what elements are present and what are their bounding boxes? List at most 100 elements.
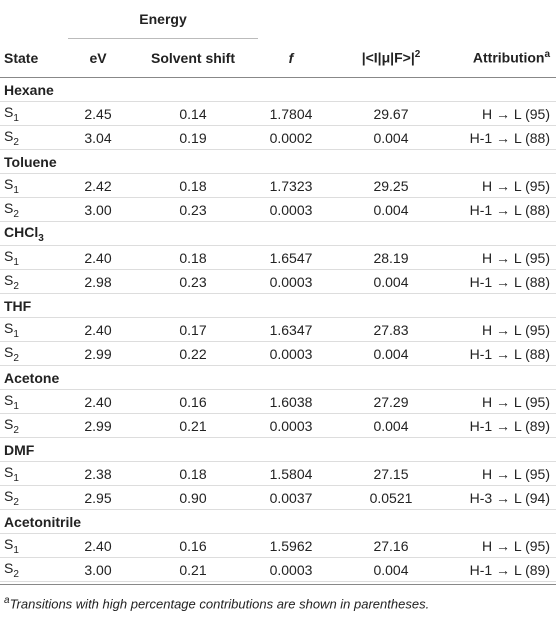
cell: 1.6038 xyxy=(258,389,324,414)
data-row: S1 2.40 0.18 1.6547 28.19 H → L (95) xyxy=(0,245,556,270)
data-row: S2 2.98 0.23 0.0003 0.004 H-1 → L (88) xyxy=(0,269,556,294)
state-sub: 2 xyxy=(13,136,19,148)
group-name-sub: 3 xyxy=(38,232,44,244)
state: S xyxy=(4,199,14,216)
cell: 3.00 xyxy=(68,557,128,582)
group-row: CHCl3 xyxy=(0,221,556,246)
footnote-text: Transitions with high percentage contrib… xyxy=(9,596,430,612)
column-header-text: |<I|μ|F>| xyxy=(361,50,415,67)
column-header-sup: a xyxy=(544,49,550,61)
cell: H-1 → L (88) xyxy=(458,341,556,366)
group-cell: Hexane xyxy=(0,77,556,102)
cell: 2.40 xyxy=(68,245,128,270)
column-header: Solvent shift xyxy=(128,38,258,78)
cell: 0.23 xyxy=(128,269,258,294)
cell: 0.17 xyxy=(128,317,258,342)
cell: 0.16 xyxy=(128,533,258,558)
cell: 0.0003 xyxy=(258,413,324,438)
cell: 0.0521 xyxy=(324,485,458,510)
cell: 0.21 xyxy=(128,413,258,438)
cell: 2.40 xyxy=(68,533,128,558)
cell: 0.21 xyxy=(128,557,258,582)
state-sub: 1 xyxy=(13,256,19,268)
data-row: S2 2.99 0.22 0.0003 0.004 H-1 → L (88) xyxy=(0,341,556,366)
cell: H-1 → L (89) xyxy=(458,557,556,582)
group-name: Acetonitrile xyxy=(4,513,82,530)
state-sub: 1 xyxy=(13,184,19,196)
group-cell: Acetone xyxy=(0,365,556,390)
state-sub: 1 xyxy=(13,472,19,484)
state-sub: 2 xyxy=(13,568,19,580)
data-row: S2 3.04 0.19 0.0002 0.004 H-1 → L (88) xyxy=(0,125,556,150)
state: S xyxy=(4,271,14,288)
state: S xyxy=(4,487,14,504)
group-row: Acetonitrile xyxy=(0,509,556,534)
state-sub: 1 xyxy=(13,112,19,124)
state-cell: S2 xyxy=(0,557,68,582)
cell: 0.0003 xyxy=(258,197,324,222)
cell: 0.0003 xyxy=(258,341,324,366)
cell: 0.004 xyxy=(324,557,458,582)
state: S xyxy=(4,103,14,120)
cell: 0.004 xyxy=(324,197,458,222)
state-sub: 2 xyxy=(13,280,19,292)
group-name: Acetone xyxy=(4,369,60,386)
cell: 27.16 xyxy=(324,533,458,558)
state-cell: S1 xyxy=(0,173,68,198)
cell: H-1 → L (88) xyxy=(458,197,556,222)
cell: 1.6347 xyxy=(258,317,324,342)
cell: 0.19 xyxy=(128,125,258,150)
state: S xyxy=(4,535,14,552)
cell: 1.7323 xyxy=(258,173,324,198)
state-sub: 1 xyxy=(13,328,19,340)
state-sub: 2 xyxy=(13,496,19,508)
cell: 0.14 xyxy=(128,101,258,126)
group-cell: Toluene xyxy=(0,149,556,174)
group-row: Acetone xyxy=(0,365,556,390)
data-row: S1 2.40 0.16 1.5962 27.16 H → L (95) xyxy=(0,533,556,558)
group-cell: CHCl3 xyxy=(0,221,556,246)
group-cell: THF xyxy=(0,293,556,318)
group-cell: DMF xyxy=(0,437,556,462)
cell: 0.0003 xyxy=(258,557,324,582)
cell: 0.18 xyxy=(128,245,258,270)
group-name: CHCl xyxy=(4,223,39,240)
state: S xyxy=(4,175,14,192)
state-sub: 2 xyxy=(13,208,19,220)
cell: 2.42 xyxy=(68,173,128,198)
footnote-mark: a xyxy=(4,595,10,606)
state: S xyxy=(4,319,14,336)
cell: 0.004 xyxy=(324,125,458,150)
column-header-text: Solvent shift xyxy=(150,50,235,66)
cell: 29.67 xyxy=(324,101,458,126)
cell: 0.18 xyxy=(128,461,258,486)
data-row: S2 3.00 0.21 0.0003 0.004 H-1 → L (89) xyxy=(0,557,556,582)
state-cell: S1 xyxy=(0,533,68,558)
cell: 2.45 xyxy=(68,101,128,126)
cell: H-1 → L (88) xyxy=(458,269,556,294)
column-header: |<I|μ|F>|2 xyxy=(324,38,458,78)
data-row: S1 2.45 0.14 1.7804 29.67 H → L (95) xyxy=(0,101,556,126)
cell: 0.0002 xyxy=(258,125,324,150)
cell: H → L (95) xyxy=(458,533,556,558)
cell: 0.23 xyxy=(128,197,258,222)
column-header-text: State xyxy=(4,49,39,66)
data-row: S2 2.99 0.21 0.0003 0.004 H-1 → L (89) xyxy=(0,413,556,438)
cell: 2.98 xyxy=(68,269,128,294)
group-name: Hexane xyxy=(4,81,54,98)
data-row: S2 2.95 0.90 0.0037 0.0521 H-3 → L (94) xyxy=(0,485,556,510)
cell: H → L (95) xyxy=(458,389,556,414)
cell: 3.04 xyxy=(68,125,128,150)
cell: H → L (95) xyxy=(458,101,556,126)
state-sub: 1 xyxy=(13,400,19,412)
cell: H → L (95) xyxy=(458,317,556,342)
cell: 29.25 xyxy=(324,173,458,198)
state-cell: S1 xyxy=(0,389,68,414)
cell: 2.40 xyxy=(68,317,128,342)
state-cell: S1 xyxy=(0,245,68,270)
cell: 2.99 xyxy=(68,413,128,438)
cell: H → L (95) xyxy=(458,461,556,486)
data-table: Energy State eV Solvent shift f |<I|μ|F>|2 At… xyxy=(0,11,556,582)
group-name: THF xyxy=(4,297,32,314)
